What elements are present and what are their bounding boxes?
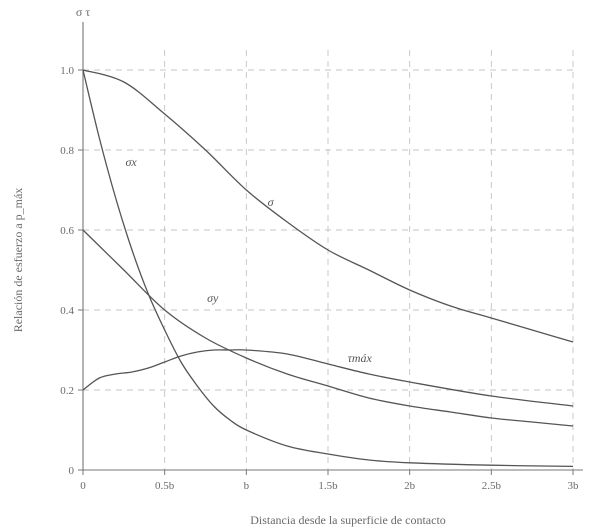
x-tick-label: 1.5b: [318, 480, 338, 492]
y-axis-top-label: σ τ: [76, 5, 90, 19]
grid: [83, 50, 574, 470]
x-tick-label: 0: [80, 480, 86, 492]
x-tick-label: 3b: [568, 480, 580, 492]
series-line-2: [82, 229, 574, 427]
series-lines: [82, 69, 574, 468]
series-labels: σ σx σy τmáx: [125, 155, 372, 365]
series-label-2: σy: [207, 291, 219, 305]
series-label-3: τmáx: [348, 351, 373, 365]
y-tick-label: 0.6: [60, 225, 74, 237]
y-tick-label: 0.8: [60, 145, 74, 157]
x-tick-label: b: [244, 480, 250, 492]
x-tick-label: 2.5b: [482, 480, 502, 492]
axes: [82, 22, 583, 471]
x-axis-title: Distancia desde la superficie de contact…: [250, 513, 446, 527]
y-axis-title: Relación de esfuerzo a p_máx: [11, 188, 25, 333]
series-label-0: σ: [268, 195, 275, 209]
y-tick-label: 0: [69, 465, 75, 477]
series-line-0: [82, 69, 574, 343]
y-tick-label: 1.0: [60, 65, 74, 77]
series-line-1: [82, 69, 574, 468]
x-tick-label: 0.5b: [155, 480, 175, 492]
y-tick-label: 0.2: [60, 385, 74, 397]
series-label-1: σx: [125, 155, 137, 169]
tick-marks: 0 0.5b b 1.5b 2b 2.5b 3b 0 0.2 0.4 0.6 0.8 1.0: [60, 65, 579, 492]
series-line-3: [82, 349, 574, 407]
x-tick-label: 2b: [404, 480, 416, 492]
y-tick-label: 0.4: [60, 305, 74, 317]
